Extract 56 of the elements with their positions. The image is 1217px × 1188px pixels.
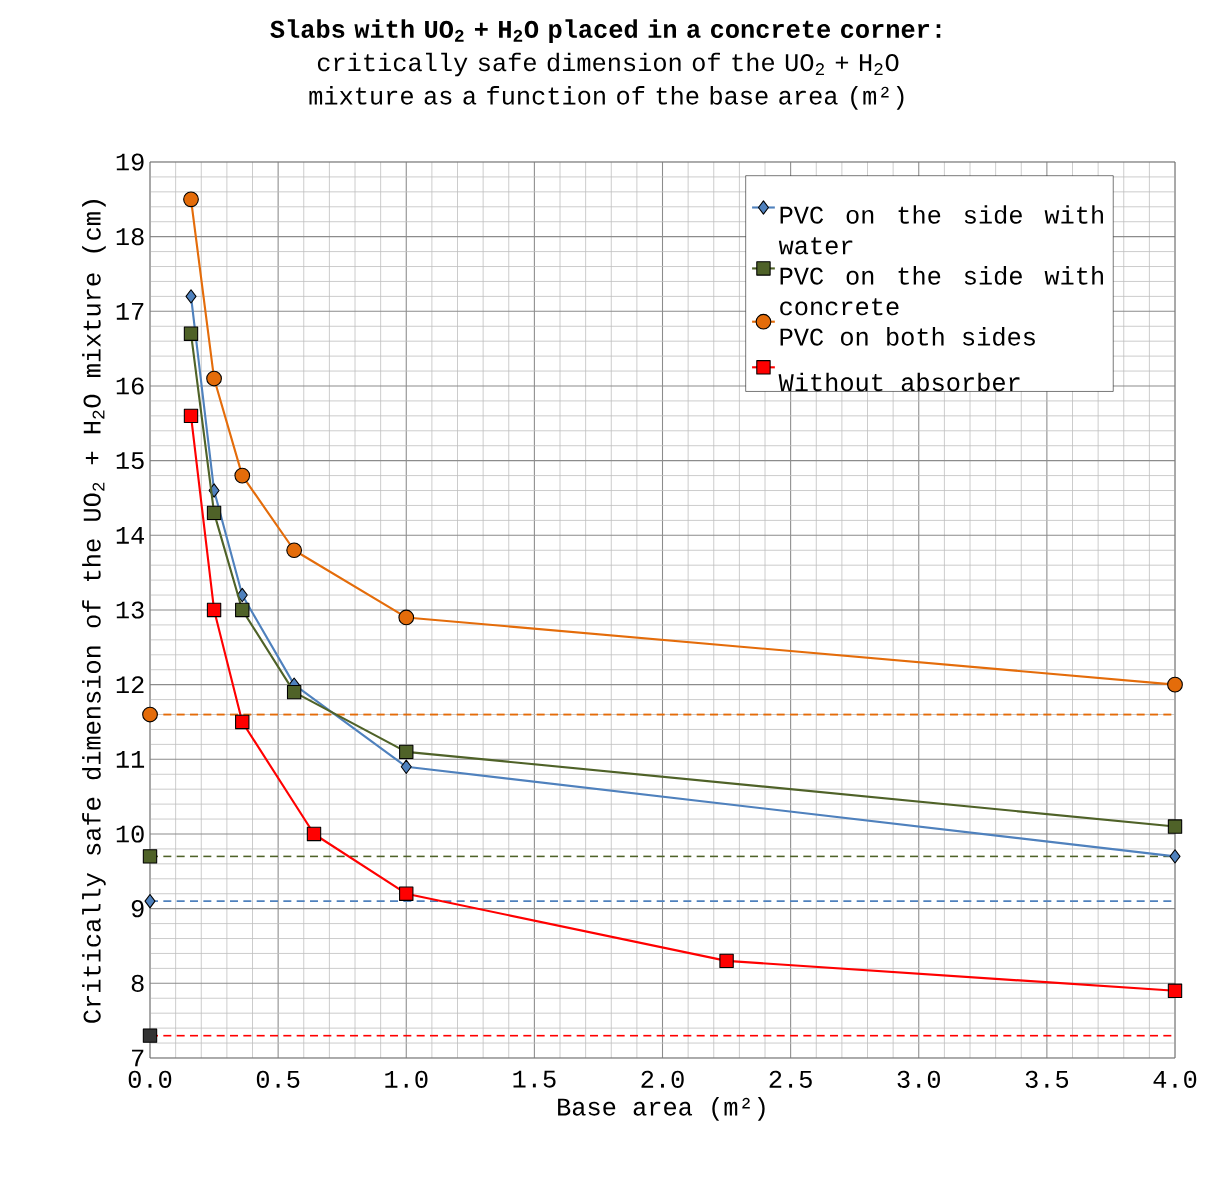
- x-tick-label: 1.5: [513, 1070, 556, 1088]
- y-tick-label: 15: [116, 452, 144, 470]
- x-tick-label: 1.0: [385, 1070, 428, 1088]
- legend-label: PVC on both sides: [780, 327, 1035, 346]
- point: [206, 602, 222, 618]
- y-tick-label: 19: [116, 153, 144, 171]
- y-tick-label: 10: [116, 825, 144, 843]
- point: [142, 1028, 158, 1043]
- chart-subtitle: critically safe dimension of the UO$_{2}$ + H$_{2}$O mixture as a function of the base area (m²): [309, 52, 904, 110]
- y-tick-label: 8: [131, 974, 144, 992]
- point: [185, 289, 197, 304]
- y-tick-label: 18: [116, 228, 144, 246]
- point: [1167, 676, 1183, 693]
- point: [144, 893, 156, 909]
- x-tick-label: 0.5: [256, 1070, 300, 1088]
- x-axis-title: Base area (m²): [558, 1097, 765, 1121]
- point: [183, 408, 199, 424]
- point: [1167, 819, 1183, 834]
- legend-label: PVC on the side with concrete: [780, 266, 1103, 316]
- point: [235, 714, 250, 730]
- point: [142, 706, 158, 723]
- x-tick-label: 3.5: [1025, 1070, 1069, 1088]
- point: [183, 191, 199, 208]
- x-tick-label: 3.0: [897, 1070, 940, 1088]
- point: [286, 542, 303, 559]
- x-tick-label: 2.5: [769, 1070, 812, 1088]
- point: [286, 684, 302, 700]
- x-tick-label: 0.0: [128, 1070, 172, 1088]
- x-tick-label: 4.0: [1153, 1070, 1197, 1088]
- point: [719, 953, 734, 969]
- point: [206, 505, 222, 521]
- x-tick-label: 2.0: [641, 1070, 684, 1088]
- point: [306, 826, 322, 842]
- y-tick-label: 17: [116, 302, 144, 320]
- point: [400, 759, 412, 774]
- point: [399, 886, 414, 901]
- point: [206, 370, 222, 387]
- point: [234, 467, 251, 484]
- y-tick-label: 7: [132, 1049, 144, 1067]
- y-tick-label: 16: [116, 377, 144, 395]
- y-tick-label: 14: [116, 526, 144, 544]
- legend-label: Without absorber: [778, 372, 1020, 392]
- y-tick-label: 9: [131, 900, 144, 918]
- y-axis-title: Critically safe dimension of the UO$_{2}$ + H$_{2}$O mixture (cm): [82, 200, 106, 1023]
- point: [1169, 849, 1181, 864]
- point: [1167, 983, 1183, 998]
- point: [398, 609, 415, 626]
- legend-label: PVC on the side with water: [778, 205, 1103, 255]
- chart-title: Slabs with UO$_{2}$ + H$_{2}$O placed in a concrete corner:: [270, 19, 941, 43]
- point: [183, 326, 199, 341]
- point: [399, 744, 414, 760]
- y-tick-label: 13: [116, 601, 144, 619]
- point: [235, 602, 250, 618]
- y-tick-label: 11: [116, 750, 145, 768]
- point: [142, 849, 158, 864]
- y-tick-label: 12: [116, 676, 144, 694]
